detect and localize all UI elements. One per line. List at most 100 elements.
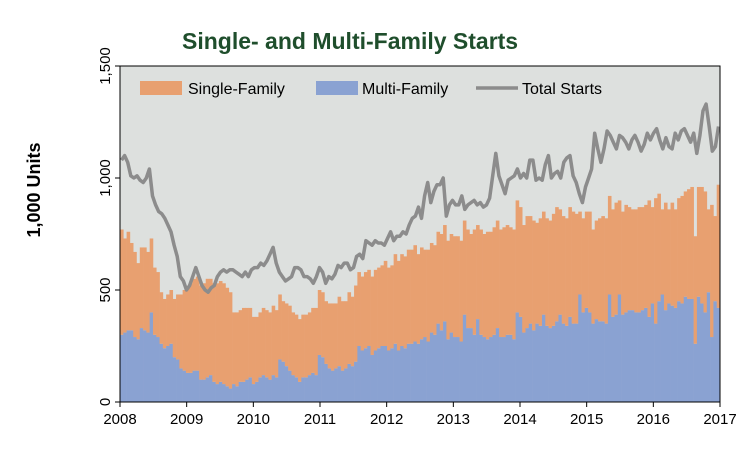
bar-single-family <box>644 204 648 308</box>
bar-single-family <box>545 218 549 326</box>
bar-multi-family <box>218 381 223 402</box>
bar-multi-family <box>512 339 516 402</box>
bar-multi-family <box>235 386 239 402</box>
bar-single-family <box>541 211 546 315</box>
bar-multi-family <box>284 366 289 402</box>
bar-single-family <box>647 200 652 317</box>
bar-multi-family <box>185 372 190 402</box>
bar-multi-family <box>604 323 609 402</box>
bar-multi-family <box>472 334 477 402</box>
bar-multi-family <box>716 307 721 402</box>
bar-single-family <box>485 231 490 340</box>
total-starts-line <box>120 102 721 294</box>
bar-single-family <box>423 249 427 338</box>
bar-single-family <box>350 296 355 367</box>
bar-multi-family <box>387 350 391 402</box>
bar-multi-family <box>393 343 398 402</box>
bar-multi-family <box>403 348 408 402</box>
bar-single-family <box>588 211 592 313</box>
bar-single-family <box>667 209 671 304</box>
x-tick-label: 2011 <box>304 411 336 428</box>
bar-multi-family <box>640 310 645 402</box>
bar-multi-family <box>278 359 282 402</box>
bar-single-family <box>169 290 174 344</box>
bar-single-family <box>330 303 335 371</box>
legend-label-multi-family: Multi-Family <box>362 81 448 98</box>
axes-group: 2008 2009 2010 2011 2012 2013 2014 2015 2016 2017… <box>97 47 737 428</box>
bar-multi-family <box>502 337 507 402</box>
chart-title: Single- and Multi-Family Starts <box>182 28 519 54</box>
bar-multi-family <box>657 301 661 402</box>
bar-single-family <box>436 231 441 324</box>
bar-single-family <box>209 278 213 376</box>
bar-multi-family <box>601 321 605 402</box>
bar-multi-family <box>680 303 685 402</box>
bar-multi-family <box>383 346 388 402</box>
bar-multi-family <box>166 346 170 402</box>
bar-multi-family <box>288 370 292 402</box>
bar-multi-family <box>314 375 319 402</box>
bar-multi-family <box>291 375 296 402</box>
bar-single-family <box>268 312 272 380</box>
bar-single-family <box>222 283 226 385</box>
bar-multi-family <box>301 377 305 402</box>
bar-single-family <box>614 202 619 315</box>
bar-multi-family <box>400 346 404 402</box>
bar-single-family <box>225 287 230 387</box>
bar-multi-family <box>495 328 500 402</box>
bar-multi-family <box>344 368 348 402</box>
bar-multi-family <box>446 339 450 402</box>
bar-multi-family <box>677 301 681 402</box>
bar-multi-family <box>637 312 642 402</box>
bar-multi-family <box>532 330 536 402</box>
bar-single-family <box>271 305 276 376</box>
bar-multi-family <box>518 316 523 402</box>
bar-single-family <box>509 227 513 335</box>
bar-single-family <box>383 260 388 346</box>
bar-multi-family <box>466 328 470 402</box>
bar-multi-family <box>706 292 711 402</box>
bar-multi-family <box>222 384 226 402</box>
bar-multi-family <box>627 310 632 402</box>
bar-single-family <box>354 285 358 362</box>
bar-multi-family <box>232 384 236 402</box>
bar-multi-family <box>479 334 483 402</box>
bar-multi-family <box>571 323 576 402</box>
legend-label-single-family: Single-Family <box>188 81 285 98</box>
bar-single-family <box>344 301 348 369</box>
bar-single-family <box>205 278 210 378</box>
bar-single-family <box>317 290 322 355</box>
bar-single-family <box>565 218 569 326</box>
bar-single-family <box>683 191 688 297</box>
bar-single-family <box>189 283 193 373</box>
bar-single-family <box>598 218 602 322</box>
bar-multi-family <box>644 307 648 402</box>
bar-single-family <box>235 312 239 387</box>
bar-multi-family <box>558 314 563 402</box>
bar-multi-family <box>459 341 464 402</box>
bar-single-family <box>298 319 302 382</box>
bar-single-family <box>192 278 197 371</box>
bar-single-family <box>294 314 299 378</box>
bar-multi-family <box>584 307 589 402</box>
bar-single-family <box>624 204 628 313</box>
bar-single-family <box>446 240 450 340</box>
bar-multi-family <box>215 384 220 402</box>
bar-multi-family <box>423 337 427 402</box>
bar-multi-family <box>482 337 487 402</box>
bar-single-family <box>416 254 421 344</box>
bar-single-family <box>713 216 718 302</box>
bar-single-family <box>459 240 464 342</box>
bar-single-family <box>258 312 263 378</box>
bar-multi-family <box>357 346 361 402</box>
bar-multi-family <box>340 370 345 402</box>
bar-single-family <box>311 307 315 373</box>
bar-single-family <box>291 312 296 376</box>
bar-single-family <box>532 220 536 331</box>
bar-multi-family <box>169 343 174 402</box>
bar-single-family <box>452 236 457 338</box>
bar-single-family <box>172 298 177 358</box>
bar-single-family <box>690 186 694 299</box>
bar-multi-family <box>377 348 381 402</box>
bar-multi-family <box>485 339 490 402</box>
